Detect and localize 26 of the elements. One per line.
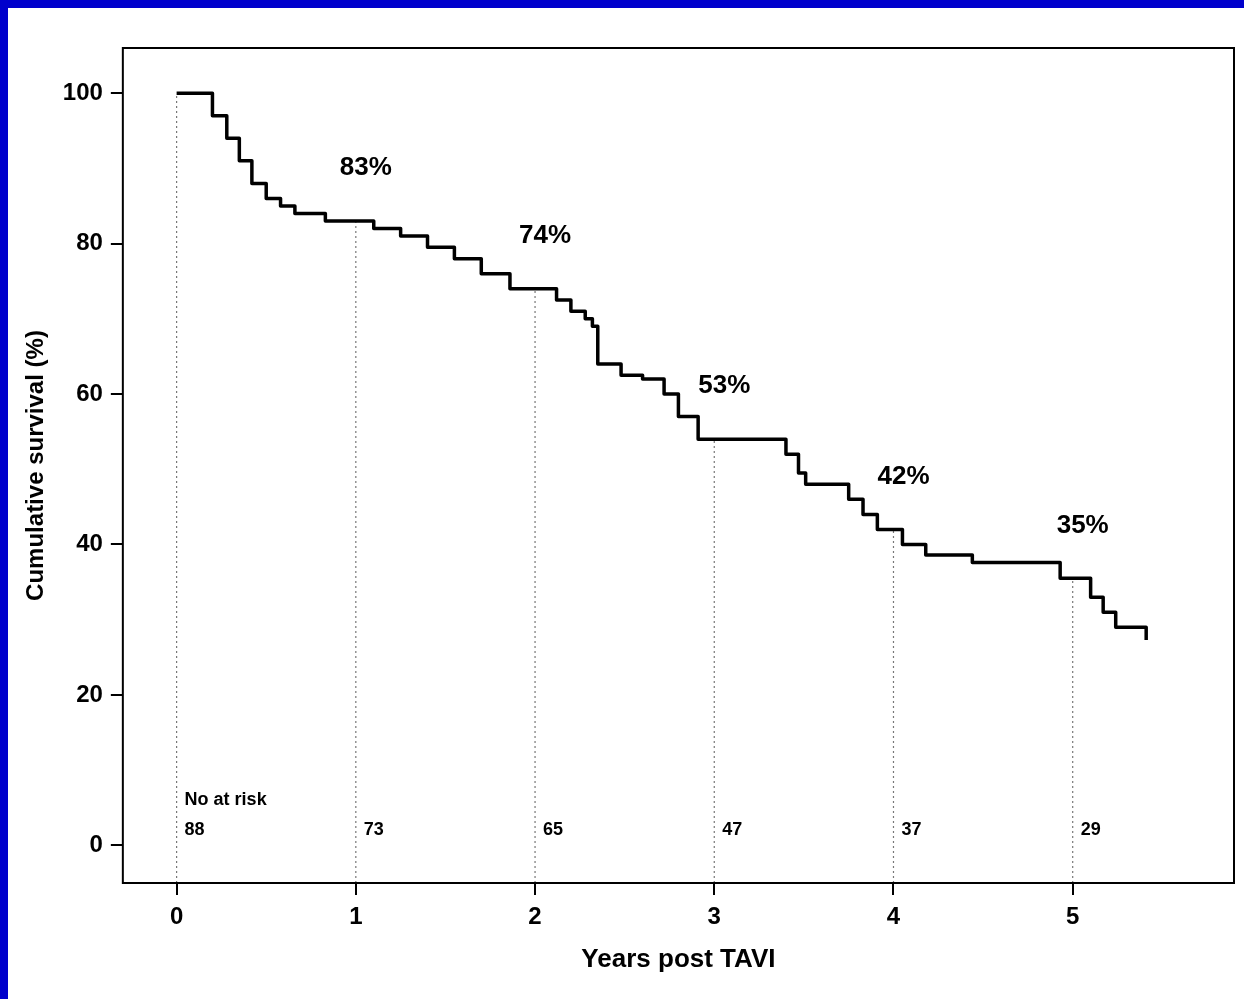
x-tick-label: 4 bbox=[886, 902, 901, 930]
y-axis-title: Cumulative survival (%) bbox=[21, 330, 49, 601]
x-tick-label: 2 bbox=[528, 902, 542, 930]
annotation: 88 bbox=[184, 819, 205, 840]
annotation: No at risk bbox=[184, 789, 268, 810]
y-tick-label: 80 bbox=[76, 228, 103, 256]
annotation: 74% bbox=[519, 218, 572, 249]
annotation: 65 bbox=[543, 819, 564, 840]
annotation: 35% bbox=[1056, 508, 1109, 539]
annotation: 47 bbox=[722, 819, 743, 840]
y-tick-label: 100 bbox=[62, 77, 103, 105]
y-tick-label: 20 bbox=[76, 679, 103, 707]
y-tick-label: 40 bbox=[76, 529, 103, 557]
annotation: 73 bbox=[363, 819, 384, 840]
y-tick-label: 0 bbox=[89, 830, 103, 858]
annotation: 42% bbox=[877, 459, 930, 490]
annotation: 53% bbox=[698, 369, 751, 400]
annotation: 83% bbox=[339, 151, 392, 182]
x-tick-label: 1 bbox=[349, 902, 363, 930]
annotation: 37 bbox=[901, 819, 922, 840]
annotation: 29 bbox=[1080, 819, 1101, 840]
x-tick-label: 3 bbox=[707, 902, 721, 930]
x-tick-label: 5 bbox=[1066, 902, 1080, 930]
x-axis-title: Years post TAVI bbox=[581, 942, 776, 973]
y-tick-label: 60 bbox=[76, 378, 103, 406]
x-tick-label: 0 bbox=[169, 902, 184, 930]
